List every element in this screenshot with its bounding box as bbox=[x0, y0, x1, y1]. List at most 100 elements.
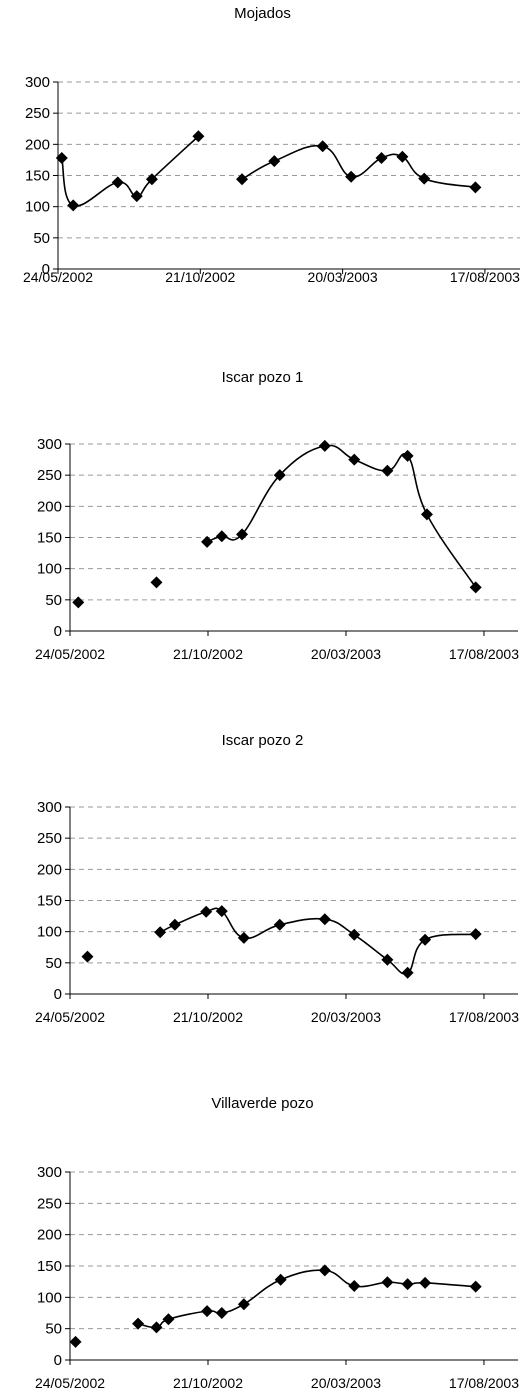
data-point-marker bbox=[237, 931, 250, 944]
data-point-marker bbox=[72, 596, 85, 609]
data-point-marker bbox=[420, 508, 433, 521]
x-tick-label: 17/08/2003 bbox=[449, 1375, 519, 1391]
y-tick-label: 250 bbox=[37, 830, 62, 847]
data-point-marker bbox=[396, 150, 409, 163]
data-point-marker bbox=[401, 966, 414, 979]
data-point-marker bbox=[132, 1317, 145, 1330]
x-tick-label: 21/10/2002 bbox=[173, 1375, 243, 1391]
chart-mojados: 0 50 100 150 200 250 300 24/05/2002 21/10/2002 20… bbox=[23, 74, 520, 285]
data-point-marker bbox=[81, 950, 94, 963]
y-tick-label: 250 bbox=[25, 105, 50, 122]
data-point-marker bbox=[154, 926, 167, 939]
data-point-marker bbox=[375, 152, 388, 165]
y-tick-label: 100 bbox=[37, 924, 62, 941]
data-point-marker bbox=[381, 953, 394, 966]
series-line bbox=[206, 444, 477, 588]
chart-iscar-pozo-2: 0 50 100 150 200 250 300 24/05/2002 21/10/2002 20… bbox=[35, 799, 519, 1025]
data-point-marker bbox=[273, 918, 286, 931]
data-point-marker bbox=[215, 905, 228, 918]
x-tick-label: 21/10/2002 bbox=[173, 1009, 243, 1025]
data-point-marker bbox=[274, 1273, 287, 1286]
y-tick-label: 150 bbox=[37, 530, 62, 547]
x-tick-label: 20/03/2003 bbox=[311, 1375, 381, 1391]
y-tick-label: 300 bbox=[25, 74, 50, 91]
data-point-marker bbox=[345, 170, 358, 183]
chart-title: Mojados bbox=[234, 5, 291, 22]
data-point-marker bbox=[111, 176, 124, 189]
data-point-marker bbox=[348, 453, 361, 466]
x-tick-label: 24/05/2002 bbox=[35, 1375, 105, 1391]
data-point-marker bbox=[215, 530, 228, 543]
y-tick-label: 250 bbox=[37, 467, 62, 484]
x-tick-label: 17/08/2003 bbox=[449, 646, 519, 662]
chart-panel-villaverde-pozo: Villaverde pozo 0 50 100 150 200 250 300 24/05/… bbox=[0, 1089, 525, 1393]
chart-panel-mojados: Mojados 0 50 100 150 200 250 300 24/05/2002 21/1… bbox=[0, 0, 525, 290]
series-line bbox=[61, 135, 199, 207]
x-tick-label: 24/05/2002 bbox=[23, 269, 93, 285]
data-point-marker bbox=[348, 928, 361, 941]
x-tick-label: 20/03/2003 bbox=[308, 269, 378, 285]
y-tick-label: 150 bbox=[25, 168, 50, 185]
data-point-marker bbox=[69, 1335, 82, 1348]
data-point-marker bbox=[318, 439, 331, 452]
chart-panel-iscar-pozo-1: Iscar pozo 1 0 50 100 150 200 250 300 24/05/200… bbox=[0, 363, 525, 663]
data-point-marker bbox=[150, 576, 163, 589]
data-point-marker bbox=[130, 190, 143, 203]
data-point-marker bbox=[318, 1264, 331, 1277]
data-point-marker bbox=[215, 1307, 228, 1319]
x-tick-label: 20/03/2003 bbox=[311, 1009, 381, 1025]
data-point-marker bbox=[200, 905, 213, 918]
x-tick-label: 24/05/2002 bbox=[35, 646, 105, 662]
data-point-marker bbox=[268, 155, 281, 168]
y-tick-label: 0 bbox=[54, 623, 62, 640]
y-tick-label: 300 bbox=[37, 1164, 62, 1181]
y-tick-label: 200 bbox=[37, 1227, 62, 1244]
y-tick-label: 250 bbox=[37, 1195, 62, 1212]
chart-title: Villaverde pozo bbox=[211, 1095, 314, 1112]
y-tick-label: 150 bbox=[37, 1258, 62, 1275]
x-tick-label: 17/08/2003 bbox=[449, 1009, 519, 1025]
y-tick-label: 50 bbox=[45, 1321, 62, 1338]
data-point-marker bbox=[192, 130, 205, 143]
y-tick-label: 200 bbox=[25, 136, 50, 153]
x-tick-label: 20/03/2003 bbox=[311, 646, 381, 662]
data-point-marker bbox=[273, 469, 286, 482]
y-tick-label: 300 bbox=[37, 799, 62, 816]
data-point-marker bbox=[469, 928, 482, 941]
data-point-marker bbox=[469, 581, 482, 594]
data-point-marker bbox=[418, 172, 431, 185]
y-tick-label: 100 bbox=[37, 561, 62, 578]
y-tick-label: 50 bbox=[33, 230, 50, 247]
series-line bbox=[241, 144, 476, 189]
x-tick-label: 24/05/2002 bbox=[35, 1009, 105, 1025]
data-point-marker bbox=[236, 173, 249, 186]
data-point-marker bbox=[469, 181, 482, 194]
data-point-marker bbox=[401, 1278, 414, 1291]
x-tick-label: 21/10/2002 bbox=[173, 646, 243, 662]
y-tick-label: 100 bbox=[25, 199, 50, 216]
chart-iscar-pozo-1: 0 50 100 150 200 250 300 24/05/2002 21/10/2002 20… bbox=[35, 436, 519, 662]
data-point-marker bbox=[55, 152, 68, 165]
y-tick-label: 50 bbox=[45, 592, 62, 609]
data-point-marker bbox=[201, 535, 214, 548]
chart-panel-iscar-pozo-2: Iscar pozo 2 0 50 100 150 200 250 300 24/05/200… bbox=[0, 726, 525, 1026]
data-point-marker bbox=[168, 918, 181, 931]
data-point-marker bbox=[237, 1298, 250, 1311]
y-tick-label: 0 bbox=[54, 1352, 62, 1369]
data-point-marker bbox=[316, 140, 329, 153]
data-point-marker bbox=[381, 1276, 394, 1289]
y-tick-label: 150 bbox=[37, 893, 62, 910]
data-point-marker bbox=[236, 528, 249, 541]
y-tick-label: 200 bbox=[37, 498, 62, 515]
data-point-marker bbox=[67, 199, 80, 212]
y-tick-label: 200 bbox=[37, 861, 62, 878]
data-point-marker bbox=[201, 1305, 214, 1318]
y-tick-label: 300 bbox=[37, 436, 62, 453]
data-point-marker bbox=[419, 1276, 432, 1289]
data-point-marker bbox=[381, 464, 394, 477]
y-tick-label: 100 bbox=[37, 1289, 62, 1306]
data-point-marker bbox=[150, 1321, 163, 1334]
chart-title: Iscar pozo 1 bbox=[221, 369, 304, 386]
data-point-marker bbox=[469, 1280, 482, 1293]
y-tick-label: 50 bbox=[45, 955, 62, 972]
